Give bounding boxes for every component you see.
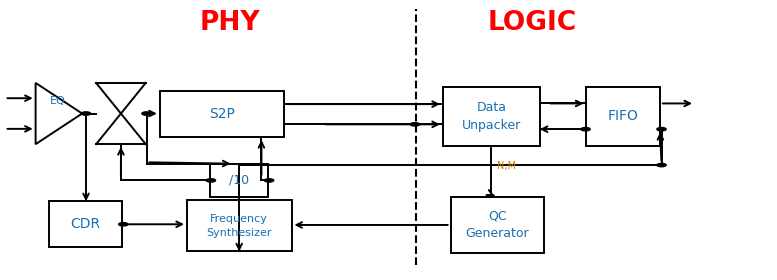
Circle shape — [119, 223, 128, 226]
FancyBboxPatch shape — [210, 164, 268, 197]
FancyBboxPatch shape — [160, 91, 284, 137]
Text: QC
Generator: QC Generator — [465, 209, 529, 241]
Circle shape — [410, 123, 420, 126]
Text: PHY: PHY — [199, 10, 260, 36]
FancyBboxPatch shape — [451, 197, 544, 253]
FancyBboxPatch shape — [587, 87, 660, 146]
Text: N,M: N,M — [497, 161, 517, 171]
Text: Frequency
Synthesizer: Frequency Synthesizer — [207, 214, 272, 238]
FancyBboxPatch shape — [443, 87, 540, 146]
Circle shape — [264, 179, 274, 182]
Circle shape — [142, 112, 152, 115]
Text: LOGIC: LOGIC — [487, 10, 577, 36]
Circle shape — [206, 179, 215, 182]
FancyBboxPatch shape — [49, 201, 123, 247]
Text: S2P: S2P — [209, 107, 235, 121]
Text: CDR: CDR — [71, 217, 101, 231]
Circle shape — [581, 127, 591, 131]
Text: FIFO: FIFO — [608, 109, 639, 123]
Text: EQ: EQ — [50, 96, 65, 106]
Circle shape — [82, 112, 91, 115]
Text: Data
Unpacker: Data Unpacker — [462, 101, 521, 132]
Polygon shape — [36, 83, 82, 144]
Circle shape — [657, 164, 666, 167]
FancyBboxPatch shape — [186, 200, 291, 251]
Text: /10: /10 — [229, 174, 249, 187]
Circle shape — [657, 127, 666, 131]
